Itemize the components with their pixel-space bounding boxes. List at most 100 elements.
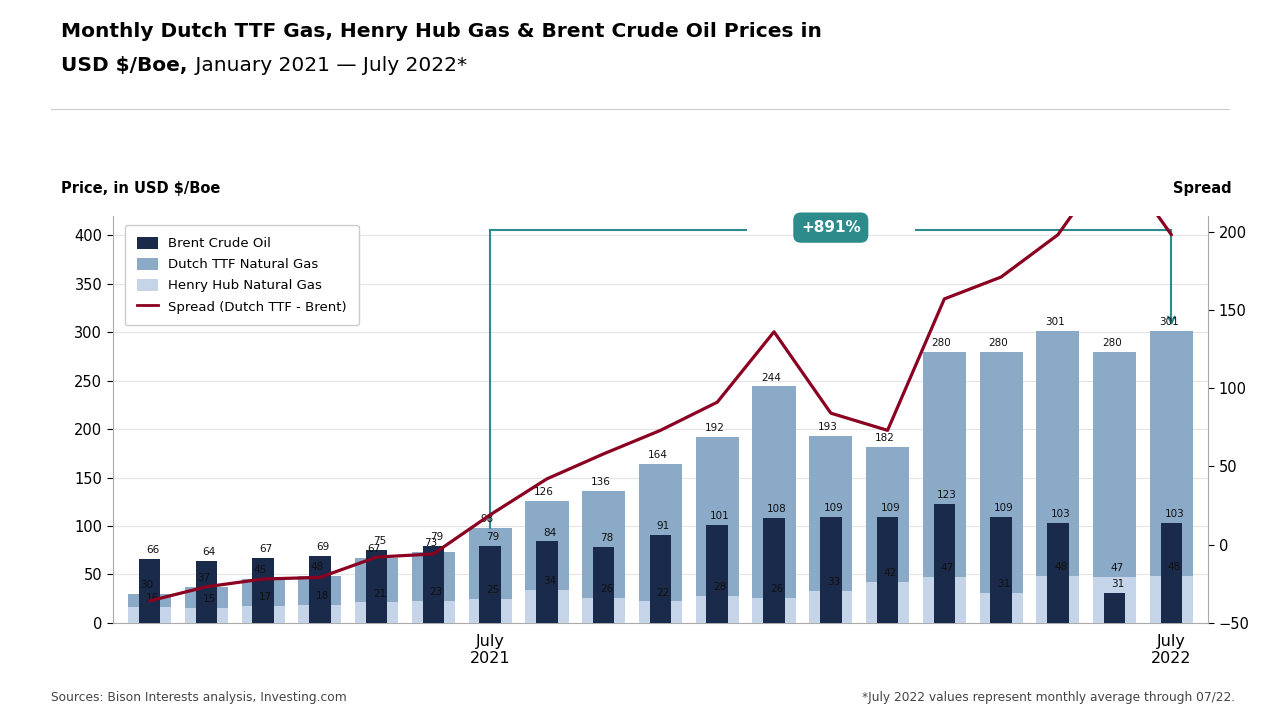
Text: 33: 33 (827, 577, 840, 587)
Text: 123: 123 (937, 490, 957, 500)
Text: 101: 101 (710, 511, 730, 521)
Bar (650, 535, 671, 623)
Text: 126: 126 (534, 487, 554, 497)
Bar (366, 550, 388, 623)
Text: 48: 48 (1055, 562, 1068, 572)
Text: 18: 18 (316, 592, 329, 601)
Text: 66: 66 (146, 545, 159, 555)
Text: 109: 109 (881, 503, 900, 513)
Bar (695, 437, 739, 623)
Text: 109: 109 (824, 503, 844, 513)
Text: 34: 34 (543, 576, 557, 586)
Text: 45: 45 (253, 565, 266, 575)
Bar (809, 591, 852, 623)
Text: 84: 84 (543, 528, 557, 538)
Bar (525, 501, 568, 623)
Text: 164: 164 (648, 450, 668, 460)
Text: 67: 67 (260, 544, 273, 554)
Text: 79: 79 (430, 532, 443, 542)
Bar (1149, 331, 1193, 623)
Text: 75: 75 (372, 536, 387, 546)
Text: 67: 67 (367, 544, 380, 554)
Bar (695, 595, 739, 623)
Bar (582, 491, 626, 623)
Text: 69: 69 (316, 542, 329, 552)
Text: 182: 182 (874, 433, 895, 443)
Text: 30: 30 (140, 580, 154, 590)
Text: 42: 42 (883, 568, 897, 578)
Text: 91: 91 (657, 521, 669, 531)
Text: 301: 301 (1046, 318, 1065, 328)
Bar (412, 600, 454, 623)
Text: Spread: Spread (1172, 181, 1231, 197)
Text: 23: 23 (430, 587, 443, 597)
Bar (923, 577, 966, 623)
Bar (639, 464, 682, 623)
Bar (422, 546, 444, 623)
Text: +891%: +891% (801, 220, 860, 235)
Bar (298, 606, 342, 623)
Bar (242, 579, 284, 623)
Text: 22: 22 (657, 588, 669, 598)
Text: 244: 244 (762, 372, 781, 382)
Text: 280: 280 (988, 338, 1009, 348)
Text: 17: 17 (260, 593, 273, 603)
Bar (298, 576, 342, 623)
Bar (1149, 576, 1193, 623)
Text: Sources: Bison Interests analysis, Investing.com: Sources: Bison Interests analysis, Inves… (51, 691, 347, 704)
Bar (525, 590, 568, 623)
Bar (128, 594, 172, 623)
Text: 47: 47 (941, 564, 954, 573)
Bar (128, 607, 172, 623)
Bar (923, 351, 966, 623)
Text: *July 2022 values represent monthly average through 07/22.: *July 2022 values represent monthly aver… (861, 691, 1235, 704)
Bar (252, 558, 274, 623)
Text: 103: 103 (1165, 509, 1184, 519)
Bar (809, 436, 852, 623)
Text: 37: 37 (197, 573, 210, 583)
Bar (582, 598, 626, 623)
Text: January 2021 — July 2022*: January 2021 — July 2022* (189, 56, 467, 75)
Text: 31: 31 (997, 579, 1011, 589)
Text: 26: 26 (771, 584, 783, 594)
Bar (979, 593, 1023, 623)
Text: 48: 48 (310, 562, 324, 572)
Text: 280: 280 (1102, 338, 1121, 348)
Bar (1047, 523, 1069, 623)
Text: Price, in USD $/Boe: Price, in USD $/Boe (61, 181, 221, 197)
Bar (877, 517, 899, 623)
Text: 48: 48 (1167, 562, 1181, 572)
Text: 193: 193 (818, 422, 838, 432)
Bar (355, 603, 398, 623)
Bar (593, 547, 614, 623)
Bar (1093, 351, 1137, 623)
Text: 108: 108 (767, 504, 787, 514)
Bar (639, 601, 682, 623)
Legend: Brent Crude Oil, Dutch TTF Natural Gas, Henry Hub Natural Gas, Spread (Dutch TTF: Brent Crude Oil, Dutch TTF Natural Gas, … (124, 225, 358, 325)
Bar (138, 559, 160, 623)
Bar (308, 556, 330, 623)
Text: 25: 25 (486, 585, 499, 595)
Bar (820, 517, 841, 623)
Bar (991, 517, 1012, 623)
Bar (1037, 331, 1079, 623)
Text: 109: 109 (995, 503, 1014, 513)
Bar (753, 598, 796, 623)
Bar (480, 546, 500, 623)
Bar (184, 587, 228, 623)
Text: 78: 78 (600, 534, 613, 544)
Text: 103: 103 (1051, 509, 1070, 519)
Text: 301: 301 (1158, 318, 1179, 328)
Text: 15: 15 (202, 595, 216, 604)
Text: 31: 31 (1111, 579, 1124, 589)
Bar (979, 351, 1023, 623)
Bar (867, 582, 909, 623)
Bar (867, 446, 909, 623)
Bar (196, 561, 218, 623)
Text: 28: 28 (713, 582, 727, 592)
Bar (536, 541, 558, 623)
Bar (468, 598, 512, 623)
Text: 16: 16 (146, 593, 159, 603)
Bar (763, 518, 785, 623)
Text: 136: 136 (591, 477, 611, 487)
